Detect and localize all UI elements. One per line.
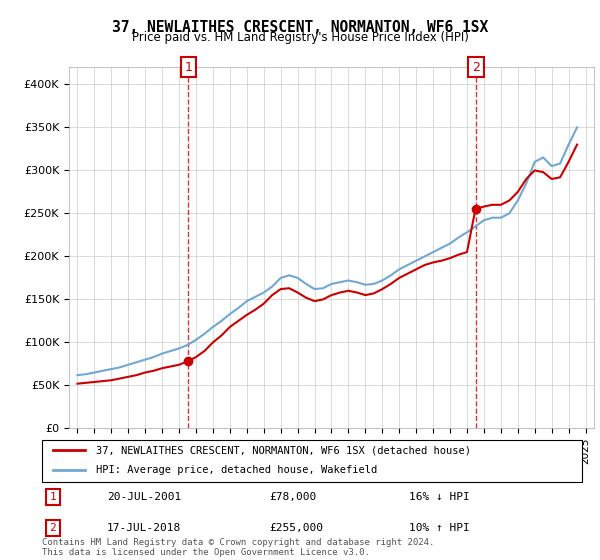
Text: £78,000: £78,000 bbox=[269, 492, 316, 502]
Text: HPI: Average price, detached house, Wakefield: HPI: Average price, detached house, Wake… bbox=[96, 465, 377, 475]
Text: 2: 2 bbox=[49, 523, 56, 533]
Text: 17-JUL-2018: 17-JUL-2018 bbox=[107, 523, 181, 533]
Text: 1: 1 bbox=[184, 60, 193, 74]
Text: 37, NEWLAITHES CRESCENT, NORMANTON, WF6 1SX (detached house): 37, NEWLAITHES CRESCENT, NORMANTON, WF6 … bbox=[96, 445, 471, 455]
Text: £255,000: £255,000 bbox=[269, 523, 323, 533]
Text: 10% ↑ HPI: 10% ↑ HPI bbox=[409, 523, 470, 533]
FancyBboxPatch shape bbox=[42, 440, 582, 482]
Text: 20-JUL-2001: 20-JUL-2001 bbox=[107, 492, 181, 502]
Text: Price paid vs. HM Land Registry's House Price Index (HPI): Price paid vs. HM Land Registry's House … bbox=[131, 31, 469, 44]
Text: 1: 1 bbox=[49, 492, 56, 502]
Text: 16% ↓ HPI: 16% ↓ HPI bbox=[409, 492, 470, 502]
Text: 2: 2 bbox=[472, 60, 480, 74]
Text: 37, NEWLAITHES CRESCENT, NORMANTON, WF6 1SX: 37, NEWLAITHES CRESCENT, NORMANTON, WF6 … bbox=[112, 20, 488, 35]
Text: Contains HM Land Registry data © Crown copyright and database right 2024.
This d: Contains HM Land Registry data © Crown c… bbox=[42, 538, 434, 557]
